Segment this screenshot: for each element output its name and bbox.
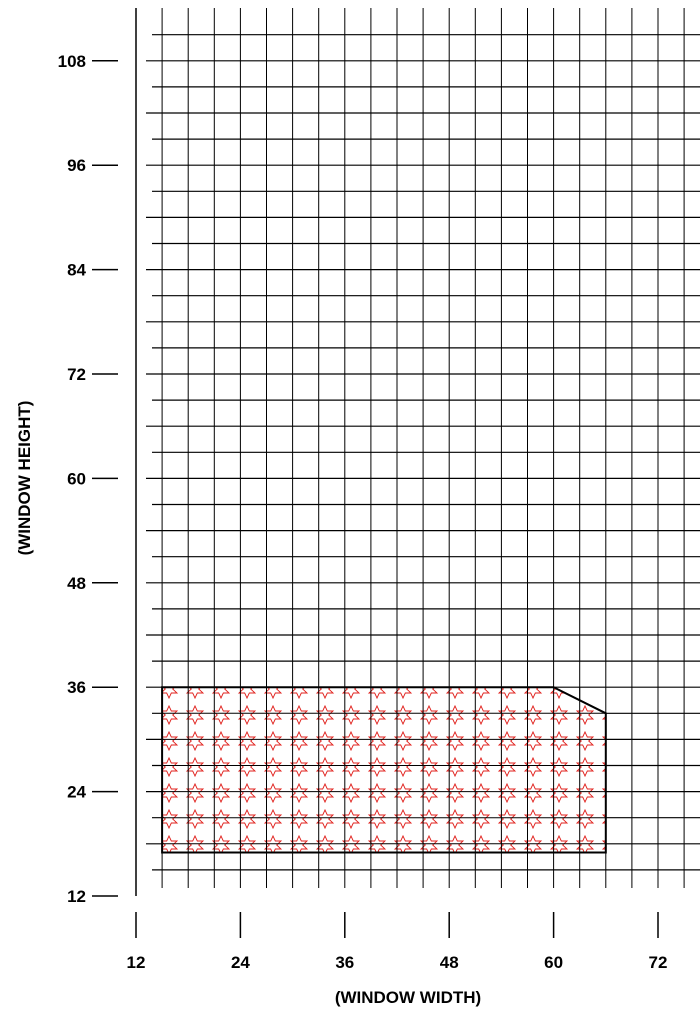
x-tick-label: 36 (335, 953, 354, 972)
axes: 12 24 36 48 60 72 84 96 108 12 24 36 48 60 72 (58, 8, 668, 972)
x-tick-label: 48 (440, 953, 459, 972)
y-tick-label: 48 (67, 574, 86, 593)
y-tick-label: 72 (67, 365, 86, 384)
x-tick-label: 60 (544, 953, 563, 972)
y-tick-label: 84 (67, 261, 86, 280)
eligible-window-region (161, 686, 607, 854)
y-tick-label: 96 (67, 156, 86, 175)
y-tick-label: 24 (67, 783, 86, 802)
y-tick-label: 12 (67, 887, 86, 906)
region-star-fill (162, 687, 606, 853)
x-tick-label: 24 (231, 953, 250, 972)
region-outline (161, 686, 607, 854)
x-axis-label: (WINDOW WIDTH) (335, 988, 481, 1007)
y-tick-label: 36 (67, 678, 86, 697)
y-axis-label: (WINDOW HEIGHT) (15, 401, 34, 556)
y-tick-label: 60 (67, 469, 86, 488)
y-tick-label: 108 (58, 52, 86, 71)
x-tick-label: 12 (127, 953, 146, 972)
x-tick-label: 72 (649, 953, 668, 972)
